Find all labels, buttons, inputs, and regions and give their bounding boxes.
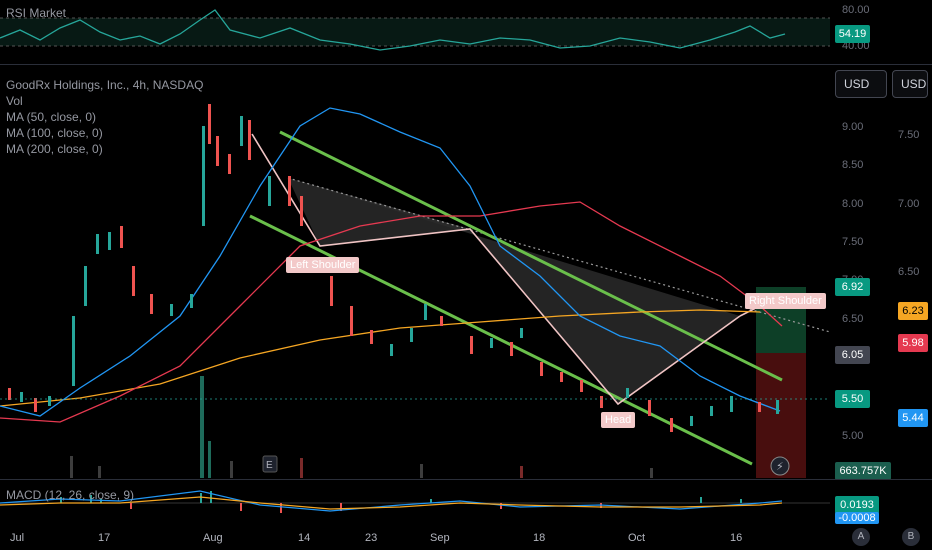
last-price-badge: 5.50 bbox=[835, 390, 870, 408]
time-label: Jul bbox=[10, 532, 25, 544]
price-chart: E ⚡ bbox=[0, 104, 830, 478]
b-button[interactable]: B bbox=[902, 528, 920, 546]
lightning-icon bbox=[770, 456, 790, 476]
macd-chart bbox=[0, 490, 830, 513]
time-label: 18 bbox=[533, 532, 546, 544]
ma-red-badge: 5.98 bbox=[898, 334, 928, 352]
rsi-label: RSI Market bbox=[6, 6, 67, 20]
time-label: 16 bbox=[730, 532, 743, 544]
macd-label[interactable]: MACD (12, 26, close, 9) bbox=[6, 488, 135, 502]
time-label: Aug bbox=[203, 532, 223, 544]
time-label: Sep bbox=[430, 532, 450, 544]
price-tick: 9.00 bbox=[842, 121, 864, 133]
time-label: Oct bbox=[628, 532, 646, 544]
rsi-divider[interactable] bbox=[0, 64, 932, 65]
entry-price-badge: 6.05 bbox=[835, 346, 870, 364]
price-tick: 6.50 bbox=[842, 313, 864, 325]
volume-bars bbox=[70, 376, 653, 478]
macd-signal-badge: -0.0008 bbox=[835, 512, 879, 524]
price-tick: 8.00 bbox=[842, 198, 864, 210]
symbol-title[interactable]: GoodRx Holdings, Inc., 4h, NASDAQ bbox=[6, 78, 204, 92]
price-tick-right: 6.50 bbox=[898, 266, 920, 278]
volume-badge: 663.757K bbox=[835, 462, 891, 480]
candles bbox=[8, 104, 779, 432]
auto-scale-button[interactable]: A bbox=[852, 528, 870, 546]
price-tick: 7.50 bbox=[842, 236, 864, 248]
price-tick: 5.00 bbox=[842, 430, 864, 442]
price-tick-right: 7.50 bbox=[898, 129, 920, 141]
ma200-legend[interactable]: MA (200, close, 0) bbox=[6, 142, 103, 156]
currency-select-left[interactable]: USD bbox=[835, 70, 887, 98]
left-shoulder-label[interactable]: Left Shoulder bbox=[286, 257, 360, 273]
macd-divider[interactable] bbox=[0, 479, 932, 480]
ma-orange-badge: 6.23 bbox=[898, 302, 928, 320]
ma-blue-badge: 5.44 bbox=[898, 409, 928, 427]
rsi-pane: RSI Market 80.00 40.00 54.19 bbox=[0, 0, 932, 64]
currency-select-right[interactable]: USD bbox=[892, 70, 928, 98]
time-label: 14 bbox=[298, 532, 311, 544]
head-label[interactable]: Head bbox=[601, 412, 636, 428]
rsi-tick-40: 40.00 bbox=[842, 40, 870, 52]
rsi-chart bbox=[0, 9, 830, 51]
ma50-legend[interactable]: MA (50, close, 0) bbox=[6, 110, 97, 124]
time-label: 17 bbox=[98, 532, 111, 544]
right-shoulder-label[interactable]: Right Shoulder bbox=[745, 293, 826, 309]
rsi-tick-80: 80.00 bbox=[842, 4, 870, 16]
rsi-value-badge: 54.19 bbox=[835, 25, 870, 43]
ma100-legend[interactable]: MA (100, close, 0) bbox=[6, 126, 103, 140]
price-tick-right: 7.00 bbox=[898, 198, 920, 210]
macd-value-badge: 0.0193 bbox=[835, 496, 879, 514]
target-price-badge: 6.92 bbox=[835, 278, 870, 296]
vol-legend[interactable]: Vol bbox=[6, 94, 23, 108]
price-tick: 8.50 bbox=[842, 159, 864, 171]
earnings-marker bbox=[262, 455, 278, 473]
time-label: 23 bbox=[365, 532, 378, 544]
svg-text:E: E bbox=[266, 460, 273, 471]
svg-text:⚡: ⚡ bbox=[776, 460, 784, 473]
